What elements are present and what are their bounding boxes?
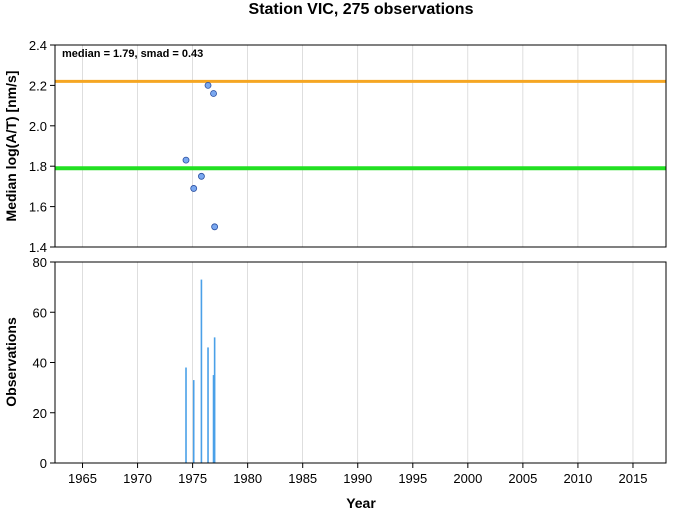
observation-bar bbox=[207, 347, 209, 463]
top-panel: 1.4 1.6 1.8 2.0 2.2 2.4 median = 1.79, smad =… bbox=[3, 38, 667, 255]
x-axis-label: Year bbox=[346, 495, 376, 511]
observation-bar bbox=[212, 375, 215, 463]
bottom-y-tick-label: 20 bbox=[33, 406, 47, 421]
bottom-y-tick-label: 60 bbox=[33, 305, 47, 320]
scatter-point bbox=[211, 223, 219, 231]
scatter-point bbox=[182, 156, 190, 164]
top-y-ticks: 1.4 1.6 1.8 2.0 2.2 2.4 bbox=[29, 38, 55, 255]
observation-bars bbox=[185, 279, 216, 463]
bottom-y-tick-label: 80 bbox=[33, 255, 47, 270]
scatter-point bbox=[190, 185, 198, 192]
scatter-point bbox=[198, 172, 205, 180]
top-y-tick-label: 1.4 bbox=[29, 240, 47, 255]
x-tick-label: 1980 bbox=[233, 471, 262, 486]
chart-title: Station VIC, 275 observations bbox=[249, 1, 474, 18]
x-tick-label: 2005 bbox=[508, 471, 537, 486]
scatter-points bbox=[182, 82, 219, 231]
bottom-y-axis-label: Observations bbox=[3, 317, 19, 407]
x-tick-label: 2015 bbox=[619, 471, 648, 486]
scatter-point bbox=[210, 90, 217, 97]
x-tick-label: 1975 bbox=[178, 471, 207, 486]
top-gridlines bbox=[82, 45, 634, 247]
reference-lines bbox=[55, 79, 666, 171]
x-tick-label: 1970 bbox=[123, 471, 152, 486]
top-y-tick-label: 1.8 bbox=[29, 159, 47, 174]
observation-bar bbox=[200, 279, 203, 463]
x-tick-label: 1990 bbox=[343, 471, 372, 486]
top-y-tick-label: 2.2 bbox=[29, 78, 47, 93]
top-y-tick-label: 1.6 bbox=[29, 200, 47, 215]
observation-bar bbox=[185, 367, 187, 463]
scatter-point bbox=[204, 82, 212, 89]
x-tick-label: 2000 bbox=[453, 471, 482, 486]
stats-annotation: median = 1.79, smad = 0.43 bbox=[62, 48, 203, 60]
x-tick-label: 1965 bbox=[68, 471, 97, 486]
bottom-gridlines bbox=[82, 262, 634, 463]
bottom-y-ticks: 0 20 40 60 80 bbox=[33, 255, 55, 471]
bottom-panel: 0 20 40 60 80 1965 1970 1975 1980 1985 1990 1995 20… bbox=[3, 255, 667, 511]
x-tick-label: 2010 bbox=[563, 471, 592, 486]
x-ticks: 1965 1970 1975 1980 1985 1990 1995 2000 2005 2010… bbox=[68, 463, 647, 486]
top-y-tick-label: 2.0 bbox=[29, 119, 47, 134]
x-tick-label: 1995 bbox=[398, 471, 427, 486]
top-plot-frame bbox=[54, 44, 667, 248]
bottom-plot-frame bbox=[54, 261, 667, 464]
bottom-y-tick-label: 40 bbox=[33, 356, 47, 371]
top-y-axis-label: Median log(A/T) [nm/s] bbox=[3, 71, 19, 222]
observation-bar bbox=[213, 337, 216, 463]
x-tick-label: 1985 bbox=[288, 471, 317, 486]
top-y-tick-label: 2.4 bbox=[29, 38, 47, 53]
bottom-y-tick-label: 0 bbox=[40, 456, 47, 471]
observation-bar bbox=[192, 380, 195, 463]
